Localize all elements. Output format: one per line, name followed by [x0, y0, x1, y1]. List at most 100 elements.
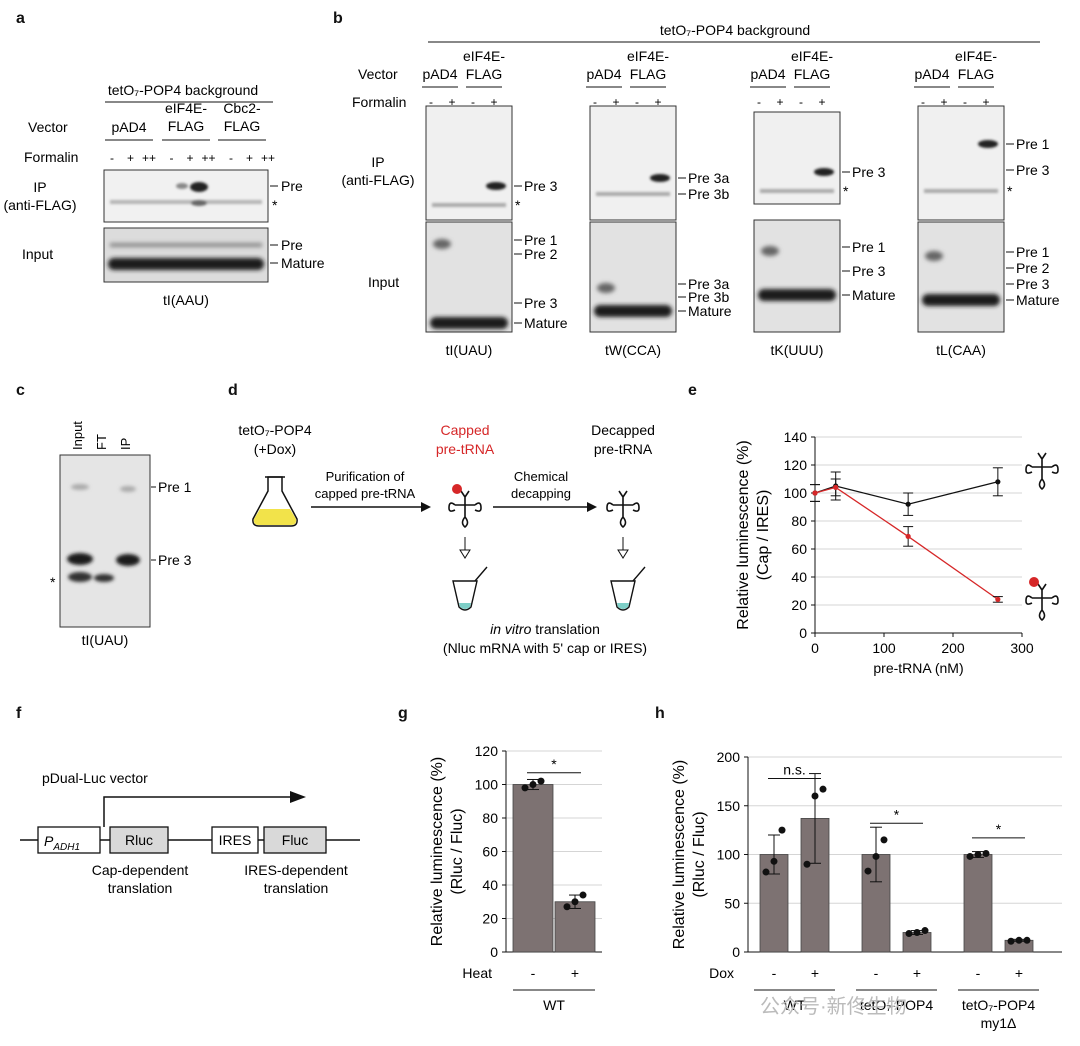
panel-b-input-bands — [594, 283, 672, 317]
panel-d-strain: tetO₇-POP4 — [238, 422, 311, 438]
y-tick-label: 60 — [482, 844, 498, 860]
y-tick-label: 0 — [799, 625, 807, 641]
panel-b-formalin-mark: + — [982, 95, 989, 109]
data-point — [1007, 937, 1015, 945]
panel-c-band-pre3: Pre 3 — [158, 552, 192, 568]
panel-b-input-band-label: Pre 3b — [688, 289, 729, 305]
data-point — [819, 785, 827, 793]
panel-a-ip-blot — [103, 169, 269, 223]
significance-label: * — [551, 756, 557, 772]
panel-d-translation-note: (Nluc mRNA with 5' cap or IRES) — [443, 640, 647, 656]
bar — [512, 784, 554, 953]
panel-a-vector-names: pAD4 eIF4E-FLAG Cbc2-FLAG — [105, 100, 266, 141]
data-point — [803, 860, 811, 868]
data-point — [905, 501, 911, 507]
panel-letter-d: d — [228, 382, 238, 399]
data-point — [762, 868, 770, 876]
panel-b-input-band-label: Pre 1 — [852, 239, 886, 255]
y-tick-label: 20 — [791, 597, 807, 613]
panel-b-input-band-label: Pre 3 — [852, 263, 886, 279]
panel-c-lane-label: FT — [94, 434, 109, 450]
data-point — [905, 533, 911, 539]
panel-f-promoter: PADH1 — [44, 833, 80, 853]
y-tick-label: 150 — [717, 798, 741, 814]
data-point — [563, 903, 571, 911]
panel-a-formalin-marks: - + ++ - + ++ - + ++ — [110, 151, 275, 165]
significance-label: * — [894, 806, 900, 822]
data-point — [812, 490, 818, 496]
panel-b-vector-name: eIF4E-FLAG — [955, 48, 997, 82]
data-point — [529, 781, 537, 788]
panel-b-ip-band-label: * — [515, 197, 521, 213]
panel-a-formalin-mark: + — [186, 151, 193, 165]
panel-a-formalin-label: Formalin — [24, 149, 78, 165]
series-line — [814, 486, 999, 600]
panel-b-trna: tW(CCA) — [605, 342, 661, 358]
panel-b-ip-band-label: Pre 1 — [1016, 136, 1050, 152]
panel-letter-e: e — [688, 382, 697, 399]
x-category-label: - — [874, 965, 879, 981]
panel-b-formalin-mark: + — [448, 95, 455, 109]
panel-b-vector-name: pAD4 — [750, 66, 785, 82]
panel-d-capped-label: Capped pre-tRNA — [436, 422, 495, 457]
data-point — [921, 927, 929, 935]
panel-a-ip-label: IP (anti-FLAG) — [3, 179, 76, 213]
panel-b-ip-blot — [753, 111, 841, 205]
panel-b-formalin-mark: - — [799, 95, 803, 109]
tube-icon — [452, 566, 646, 611]
decapped-trna-icon — [606, 490, 640, 529]
panel-f-cap-text: Cap-dependent translation — [92, 862, 189, 896]
x-row-label: Heat — [462, 965, 492, 981]
significance-label: n.s. — [783, 761, 806, 777]
group-label: WT — [784, 997, 806, 1013]
panel-b-input-band-label: Pre 3 — [1016, 276, 1050, 292]
panel-c-band-pre1: Pre 1 — [158, 479, 192, 495]
y-tick-label: 50 — [724, 895, 740, 911]
panel-b-formalin-mark: - — [593, 95, 597, 109]
data-point — [571, 898, 579, 906]
data-point — [537, 777, 545, 785]
blot-band — [432, 203, 506, 207]
panel-f-ires-text: IRES-dependent translation — [244, 862, 348, 896]
transcription-arrow — [103, 796, 292, 827]
panel-f: pDual-Luc vector PADH1 Rluc IRES Fluc Ca… — [20, 770, 360, 896]
blot-band — [760, 189, 834, 193]
panel-f-title: pDual-Luc vector — [42, 770, 148, 786]
panel-b-ip-band-label: Pre 3a — [688, 170, 729, 186]
panel-b-vector-name: eIF4E-FLAG — [791, 48, 833, 82]
panel-b-input-band-label: Pre 3 — [524, 295, 558, 311]
blot-band — [596, 192, 670, 196]
data-point — [1023, 936, 1031, 944]
bar — [963, 854, 993, 953]
panel-f-ires: IRES — [219, 832, 252, 848]
blot-band — [758, 289, 836, 301]
panel-f-fluc: Fluc — [282, 832, 308, 848]
data-point — [811, 792, 819, 800]
panel-a-band-pre: Pre — [281, 178, 303, 194]
panel-a-input-band-mature: Mature — [281, 255, 325, 271]
panel-b-vector-name: eIF4E-FLAG — [627, 48, 669, 82]
panel-b-ip-band-label: Pre 3 — [1016, 162, 1050, 178]
y-tick-label: 100 — [784, 485, 808, 501]
y-tick-label: 100 — [717, 847, 741, 863]
panel-b-background: tetO₇-POP4 background — [660, 22, 810, 38]
rluc-box — [109, 826, 169, 854]
panel-g-chart: 0 20 40 60 80 100 120 Relative luminescence (%)… — [429, 743, 602, 1013]
watermark: 公众号·新佟生物 — [760, 996, 907, 1018]
panel-d-decapped-label: Decapped pre-tRNA — [591, 422, 655, 457]
data-point — [872, 852, 880, 860]
panel-a-formalin-mark: - — [170, 151, 174, 165]
capped-trna-icon — [1025, 577, 1059, 622]
panel-e-chart: 0 20 40 60 80 100 120 140 0 100 200 300 Relative lum… — [735, 429, 1059, 676]
panel-b-formalin-mark: + — [490, 95, 497, 109]
panel-letter-g: g — [398, 705, 408, 722]
x-category-label: - — [772, 965, 777, 981]
y-tick-label: 0 — [490, 944, 498, 960]
down-arrow-icon — [459, 537, 629, 559]
panel-b-vector-name: eIF4E-FLAG — [463, 48, 505, 82]
y-tick-label: 40 — [791, 569, 807, 585]
panel-a-vector-label: Vector — [28, 119, 68, 135]
panel-a-background: tetO₇-POP4 background — [108, 82, 258, 98]
